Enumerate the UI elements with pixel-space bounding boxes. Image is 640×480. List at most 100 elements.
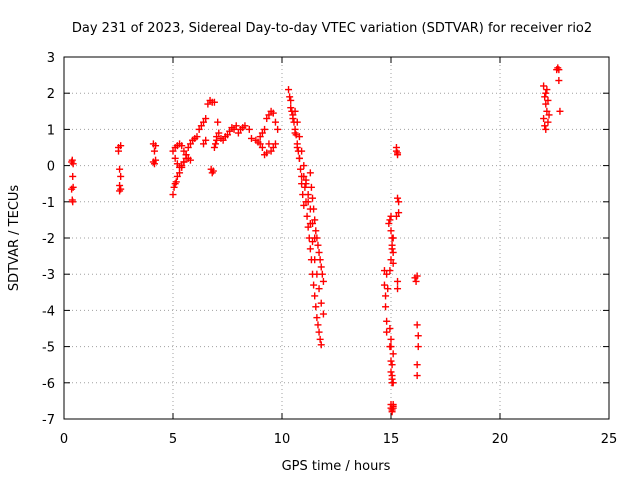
data-point bbox=[271, 140, 279, 148]
data-point bbox=[209, 167, 217, 175]
data-point bbox=[68, 156, 76, 164]
data-point bbox=[304, 198, 312, 206]
data-point bbox=[389, 234, 397, 242]
data-point bbox=[392, 212, 400, 220]
data-point bbox=[384, 285, 392, 293]
data-point bbox=[171, 154, 179, 162]
data-point bbox=[69, 183, 77, 191]
data-point bbox=[298, 147, 306, 155]
data-point bbox=[169, 147, 177, 155]
data-point bbox=[269, 144, 277, 151]
grid bbox=[64, 57, 609, 419]
data-point bbox=[184, 144, 192, 151]
data-point bbox=[541, 93, 549, 101]
data-point bbox=[178, 142, 186, 150]
data-point bbox=[312, 227, 320, 235]
data-point bbox=[317, 299, 325, 307]
data-point bbox=[555, 77, 563, 85]
x-tick-label: 0 bbox=[60, 432, 68, 447]
data-point bbox=[383, 317, 391, 325]
data-point bbox=[387, 335, 395, 343]
data-point bbox=[389, 248, 397, 256]
data-point bbox=[544, 118, 552, 126]
data-point bbox=[311, 292, 319, 300]
data-point bbox=[412, 277, 420, 285]
data-point bbox=[387, 368, 395, 376]
data-point bbox=[263, 149, 271, 157]
data-point bbox=[285, 86, 293, 94]
data-point bbox=[388, 245, 396, 253]
x-tick-label: 5 bbox=[169, 432, 177, 447]
data-point bbox=[212, 140, 220, 148]
data-point bbox=[170, 183, 178, 191]
data-point bbox=[274, 125, 282, 133]
data-point bbox=[311, 234, 319, 242]
data-point bbox=[307, 183, 315, 191]
data-point bbox=[115, 147, 122, 155]
data-point bbox=[293, 144, 301, 151]
data-point bbox=[69, 198, 77, 206]
data-point bbox=[210, 144, 218, 151]
data-point bbox=[195, 125, 203, 133]
data-point bbox=[306, 169, 314, 177]
data-point bbox=[389, 401, 397, 409]
data-point bbox=[180, 158, 188, 166]
data-point bbox=[304, 191, 312, 199]
data-point bbox=[295, 154, 303, 162]
data-point bbox=[245, 125, 253, 133]
data-point bbox=[319, 277, 327, 285]
data-point bbox=[234, 129, 242, 137]
data-point bbox=[317, 263, 325, 271]
y-tick-label: -1 bbox=[42, 196, 55, 211]
data-point bbox=[226, 127, 234, 135]
data-point bbox=[315, 248, 323, 256]
data-point bbox=[287, 104, 295, 112]
data-point bbox=[117, 172, 125, 180]
y-tick-label: -6 bbox=[42, 377, 55, 392]
data-point bbox=[311, 216, 319, 224]
data-point bbox=[289, 115, 297, 123]
data-point bbox=[386, 216, 394, 224]
data-point bbox=[306, 245, 314, 253]
data-point bbox=[394, 194, 402, 202]
data-point bbox=[173, 160, 181, 168]
data-point bbox=[200, 140, 208, 148]
data-point bbox=[413, 361, 421, 369]
chart-title: Day 231 of 2023, Sidereal Day-to-day VTE… bbox=[72, 21, 592, 36]
y-tick-label: -4 bbox=[42, 304, 55, 319]
data-point bbox=[542, 89, 550, 97]
data-point bbox=[247, 134, 255, 142]
y-axis-label: SDTVAR / TECUs bbox=[7, 185, 22, 292]
data-point bbox=[300, 201, 308, 209]
x-tick-label: 20 bbox=[492, 432, 509, 447]
data-point bbox=[258, 144, 266, 151]
data-point bbox=[316, 256, 324, 264]
data-point bbox=[317, 341, 325, 349]
data-point bbox=[219, 136, 227, 144]
data-point bbox=[291, 129, 299, 137]
data-point bbox=[382, 303, 390, 311]
data-point bbox=[387, 357, 395, 365]
data-point bbox=[215, 129, 223, 137]
data-point bbox=[309, 220, 317, 228]
data-point bbox=[293, 118, 301, 126]
data-point bbox=[186, 156, 194, 164]
data-point bbox=[413, 321, 421, 329]
data-point bbox=[543, 86, 551, 94]
data-point bbox=[310, 281, 318, 289]
data-point bbox=[543, 107, 551, 115]
axis-ticks: 0 5 10 15 20 25 -7 -6 -5 -4 -3 -2 -1 0 1 2 3 bbox=[42, 51, 617, 447]
data-point bbox=[117, 142, 125, 150]
data-point bbox=[555, 66, 563, 74]
data-point bbox=[314, 241, 322, 249]
data-point bbox=[556, 107, 564, 115]
data-point bbox=[380, 281, 388, 289]
data-point bbox=[172, 178, 180, 186]
data-point bbox=[413, 372, 421, 380]
data-point bbox=[389, 379, 397, 387]
y-tick-label: 3 bbox=[47, 51, 55, 66]
data-point bbox=[395, 209, 403, 217]
y-tick-label: -5 bbox=[42, 341, 55, 356]
y-tick-label: -2 bbox=[42, 232, 55, 247]
